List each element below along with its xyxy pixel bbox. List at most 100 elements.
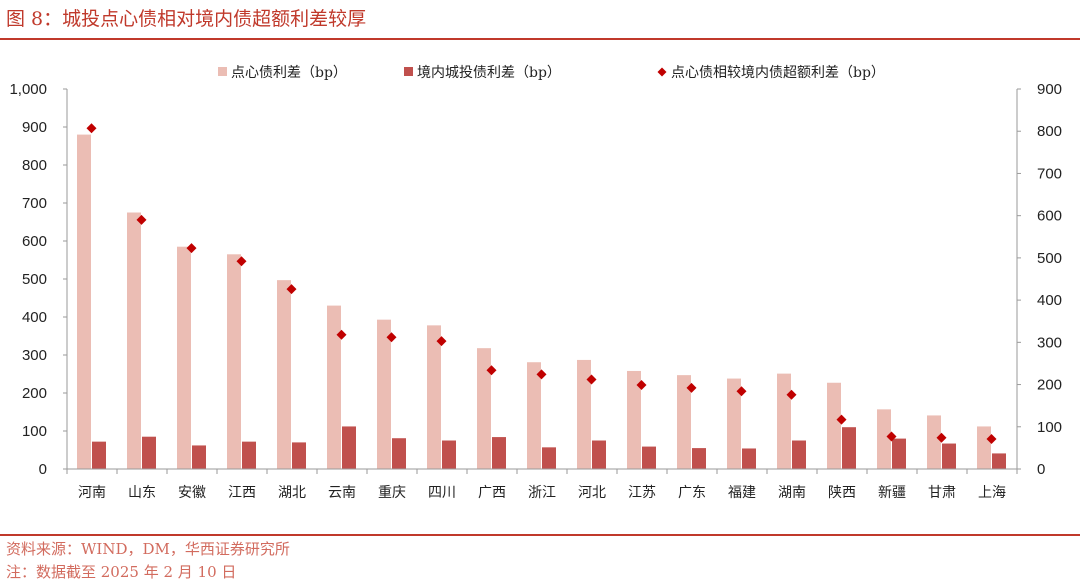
marker-excess-spread xyxy=(436,336,447,347)
legend-excess-spread-swatch xyxy=(657,67,667,77)
x-axis-category-label: 重庆 xyxy=(378,485,406,501)
marker-excess-spread xyxy=(236,256,247,267)
left-axis-tick-label: 200 xyxy=(22,385,47,402)
bar-dimsum-spread xyxy=(777,373,791,469)
bar-dimsum-spread xyxy=(177,246,191,469)
marker-excess-spread xyxy=(636,379,647,390)
bar-dimsum-spread xyxy=(77,134,91,469)
left-axis-tick-label: 800 xyxy=(22,157,47,174)
bar-onshore-spread xyxy=(692,448,706,469)
left-axis-tick-label: 400 xyxy=(22,309,47,326)
bar-onshore-spread xyxy=(342,426,356,469)
marker-excess-spread xyxy=(486,365,497,376)
marker-excess-spread xyxy=(386,332,397,343)
bar-onshore-spread xyxy=(292,442,306,469)
bar-dimsum-spread xyxy=(277,280,291,469)
bar-onshore-spread xyxy=(642,446,656,469)
bar-onshore-spread xyxy=(192,445,206,469)
right-axis-tick-label: 500 xyxy=(1037,250,1062,267)
x-axis-category-label: 上海 xyxy=(978,485,1006,501)
x-axis-category-label: 山东 xyxy=(128,485,156,501)
marker-excess-spread xyxy=(86,123,97,134)
marker-excess-spread xyxy=(836,414,847,425)
bar-onshore-spread xyxy=(992,453,1006,469)
bar-dimsum-spread xyxy=(577,359,591,469)
x-axis-category-label: 湖南 xyxy=(778,485,806,501)
marker-excess-spread xyxy=(586,374,597,385)
bar-dimsum-spread xyxy=(477,348,491,469)
bar-dimsum-spread xyxy=(327,305,341,469)
x-axis-category-label: 江西 xyxy=(228,485,256,501)
footer-divider xyxy=(0,534,1080,536)
left-axis-tick-label: 0 xyxy=(39,461,47,478)
bar-onshore-spread xyxy=(542,447,556,469)
source-note: 资料来源：WIND，DM，华西证券研究所 xyxy=(6,540,290,558)
bar-dimsum-spread xyxy=(827,382,841,469)
x-axis-category-label: 云南 xyxy=(328,485,356,501)
bar-onshore-spread xyxy=(92,441,106,469)
marker-excess-spread xyxy=(536,369,547,380)
date-note: 注：数据截至 2025 年 2 月 10 日 xyxy=(6,563,237,581)
bar-onshore-spread xyxy=(842,427,856,469)
left-axis-tick-label: 300 xyxy=(22,347,47,364)
marker-excess-spread xyxy=(886,431,897,442)
right-axis-tick-label: 800 xyxy=(1037,123,1062,140)
x-axis-category-label: 广东 xyxy=(678,485,706,501)
bar-dimsum-spread xyxy=(427,325,441,469)
marker-excess-spread xyxy=(936,432,947,443)
right-axis-tick-label: 700 xyxy=(1037,165,1062,182)
left-axis-tick-label: 700 xyxy=(22,195,47,212)
bar-dimsum-spread xyxy=(877,409,891,469)
legend-dimsum-spread-swatch xyxy=(218,67,227,76)
marker-excess-spread xyxy=(136,214,147,225)
bar-dimsum-spread xyxy=(677,375,691,469)
bar-dimsum-spread xyxy=(977,426,991,469)
bar-onshore-spread xyxy=(242,441,256,469)
x-axis-category-label: 河北 xyxy=(578,485,606,501)
bar-onshore-spread xyxy=(442,440,456,469)
bar-onshore-spread xyxy=(742,448,756,469)
legend-dimsum-spread-label: 点心债利差（bp） xyxy=(231,65,347,81)
bar-onshore-spread xyxy=(392,438,406,469)
right-axis-tick-label: 300 xyxy=(1037,334,1062,351)
x-axis-category-label: 甘肃 xyxy=(928,485,956,501)
bar-onshore-spread xyxy=(792,440,806,469)
right-axis-tick-label: 100 xyxy=(1037,419,1062,436)
left-axis-tick-label: 1,000 xyxy=(9,81,47,98)
x-axis-category-label: 新疆 xyxy=(878,485,906,501)
bar-dimsum-spread xyxy=(127,212,141,469)
bar-onshore-spread xyxy=(592,440,606,469)
title-divider xyxy=(0,38,1080,40)
legend: 点心债利差（bp） 境内城投债利差（bp） 点心债相较境内债超额利差（bp） xyxy=(218,65,885,81)
bar-onshore-spread xyxy=(492,437,506,469)
marker-excess-spread xyxy=(736,386,747,397)
bar-dimsum-spread xyxy=(927,415,941,469)
left-axis-tick-label: 600 xyxy=(22,233,47,250)
x-axis-category-label: 广西 xyxy=(478,485,506,501)
marker-excess-spread xyxy=(986,434,997,445)
right-axis-tick-label: 400 xyxy=(1037,292,1062,309)
legend-excess-spread-label: 点心债相较境内债超额利差（bp） xyxy=(671,65,885,81)
x-axis-category-label: 浙江 xyxy=(528,485,556,501)
x-axis-category-label: 江苏 xyxy=(628,485,656,501)
bar-onshore-spread xyxy=(942,443,956,469)
bar-dimsum-spread xyxy=(627,370,641,469)
bar-dimsum-spread xyxy=(377,319,391,469)
x-axis-category-label: 安徽 xyxy=(178,485,206,501)
right-axis-tick-label: 0 xyxy=(1037,461,1045,478)
legend-onshore-spread-swatch xyxy=(404,67,413,76)
chart-title: 图 8：城投点心债相对境内债超额利差较厚 xyxy=(6,8,367,30)
x-axis: 河南 山东 安徽 江西 湖北 云南 重庆 四川 广西 浙江 河北 江苏 广东 福建 湖南 陕西 新疆 甘肃 上海 xyxy=(66,468,1018,501)
marker-excess-spread xyxy=(686,382,697,393)
marker-excess-spread xyxy=(186,243,197,254)
bar-onshore-spread xyxy=(142,436,156,469)
x-axis-category-label: 湖北 xyxy=(278,485,306,501)
bar-dimsum-spread xyxy=(727,378,741,469)
bar-onshore-spread xyxy=(892,438,906,469)
right-axis-tick-label: 200 xyxy=(1037,377,1062,394)
bar-dimsum-spread xyxy=(227,254,241,469)
left-axis-tick-label: 100 xyxy=(22,423,47,440)
right-axis-tick-label: 900 xyxy=(1037,81,1062,98)
marker-excess-spread xyxy=(286,284,297,295)
marker-excess-spread xyxy=(336,329,347,340)
